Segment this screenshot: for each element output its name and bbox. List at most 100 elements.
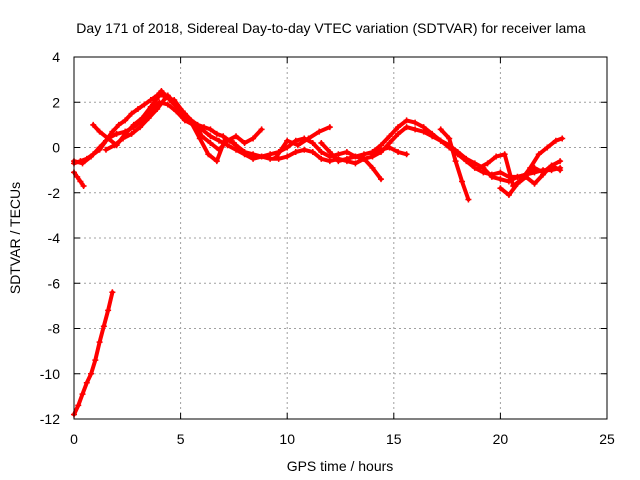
data-point [92,357,99,364]
data-point [134,106,141,113]
y-tick-label: -8 [48,321,61,337]
data-point [207,139,214,146]
data-point [352,160,359,167]
data-point [548,162,555,169]
data-point [395,130,402,137]
data-point [403,151,410,158]
data-point [147,103,154,110]
data-point [88,153,95,160]
data-point [360,155,367,162]
data-point [83,379,90,386]
data-point [452,158,459,165]
data-point [188,119,195,126]
data-point [109,289,116,296]
data-point [488,173,495,180]
data-point [326,124,333,131]
data-point [454,149,461,156]
series-main-track-j [498,163,563,197]
data-point [105,135,112,142]
data-point [386,144,393,151]
data-point [258,126,265,133]
data-point [301,146,308,153]
data-point [309,149,316,156]
data-point [215,137,222,144]
data-point [273,153,280,160]
data-point [557,158,564,165]
data-point [80,182,87,189]
data-point [79,391,86,398]
data-point [527,164,534,171]
data-point [318,139,325,146]
series-main-track-h [438,127,471,202]
y-tick-label: 0 [52,140,60,156]
data-point [535,151,542,158]
data-point [145,115,152,122]
data-point [463,155,470,162]
data-point [75,402,82,409]
data-point [96,128,103,135]
data-point [241,139,248,146]
data-point [154,106,161,113]
data-point [437,137,444,144]
data-point [250,155,257,162]
data-point [497,185,504,192]
data-point [230,139,237,146]
x-tick-label: 25 [599,431,615,447]
data-point [484,160,491,167]
data-point [173,108,180,115]
data-point [386,133,393,140]
data-point [113,130,120,137]
data-point [514,173,521,180]
y-tick-label: -10 [40,366,60,382]
data-point [267,155,274,162]
data-point [122,117,129,124]
x-tick-label: 5 [177,431,185,447]
x-tick-label: 20 [493,431,509,447]
data-point [292,149,299,156]
data-point [557,167,564,174]
data-point [205,151,212,158]
x-tick-label: 15 [386,431,402,447]
data-point [171,96,178,103]
data-point [77,178,84,185]
data-point [459,178,466,185]
data-point [207,133,214,140]
series-early-dip [72,170,86,188]
data-point [179,108,186,115]
data-point [378,146,385,153]
y-tick-label: -4 [48,230,61,246]
data-point [181,117,188,124]
data-point [258,153,265,160]
data-point [343,155,350,162]
data-point [446,135,453,142]
data-point [412,119,419,126]
data-point [318,155,325,162]
data-point [196,135,203,142]
data-point [531,180,538,187]
data-point [164,101,171,108]
x-tick-label: 0 [70,431,78,447]
data-point [147,96,154,103]
data-point [96,144,103,151]
data-point [335,158,342,165]
data-point [158,87,165,94]
data-point [111,142,118,149]
grid-lines [74,57,607,419]
data-point [326,149,333,156]
data-point [343,149,350,156]
data-point [318,149,325,156]
data-point [105,307,112,314]
data-point [352,153,359,160]
data-point [497,176,504,183]
data-point [284,137,291,144]
data-point [109,128,116,135]
data-point [213,130,220,137]
data-point [128,130,135,137]
data-point [522,173,529,180]
data-point [412,126,419,133]
data-point [284,153,291,160]
data-point [120,135,127,142]
data-point [284,144,291,151]
